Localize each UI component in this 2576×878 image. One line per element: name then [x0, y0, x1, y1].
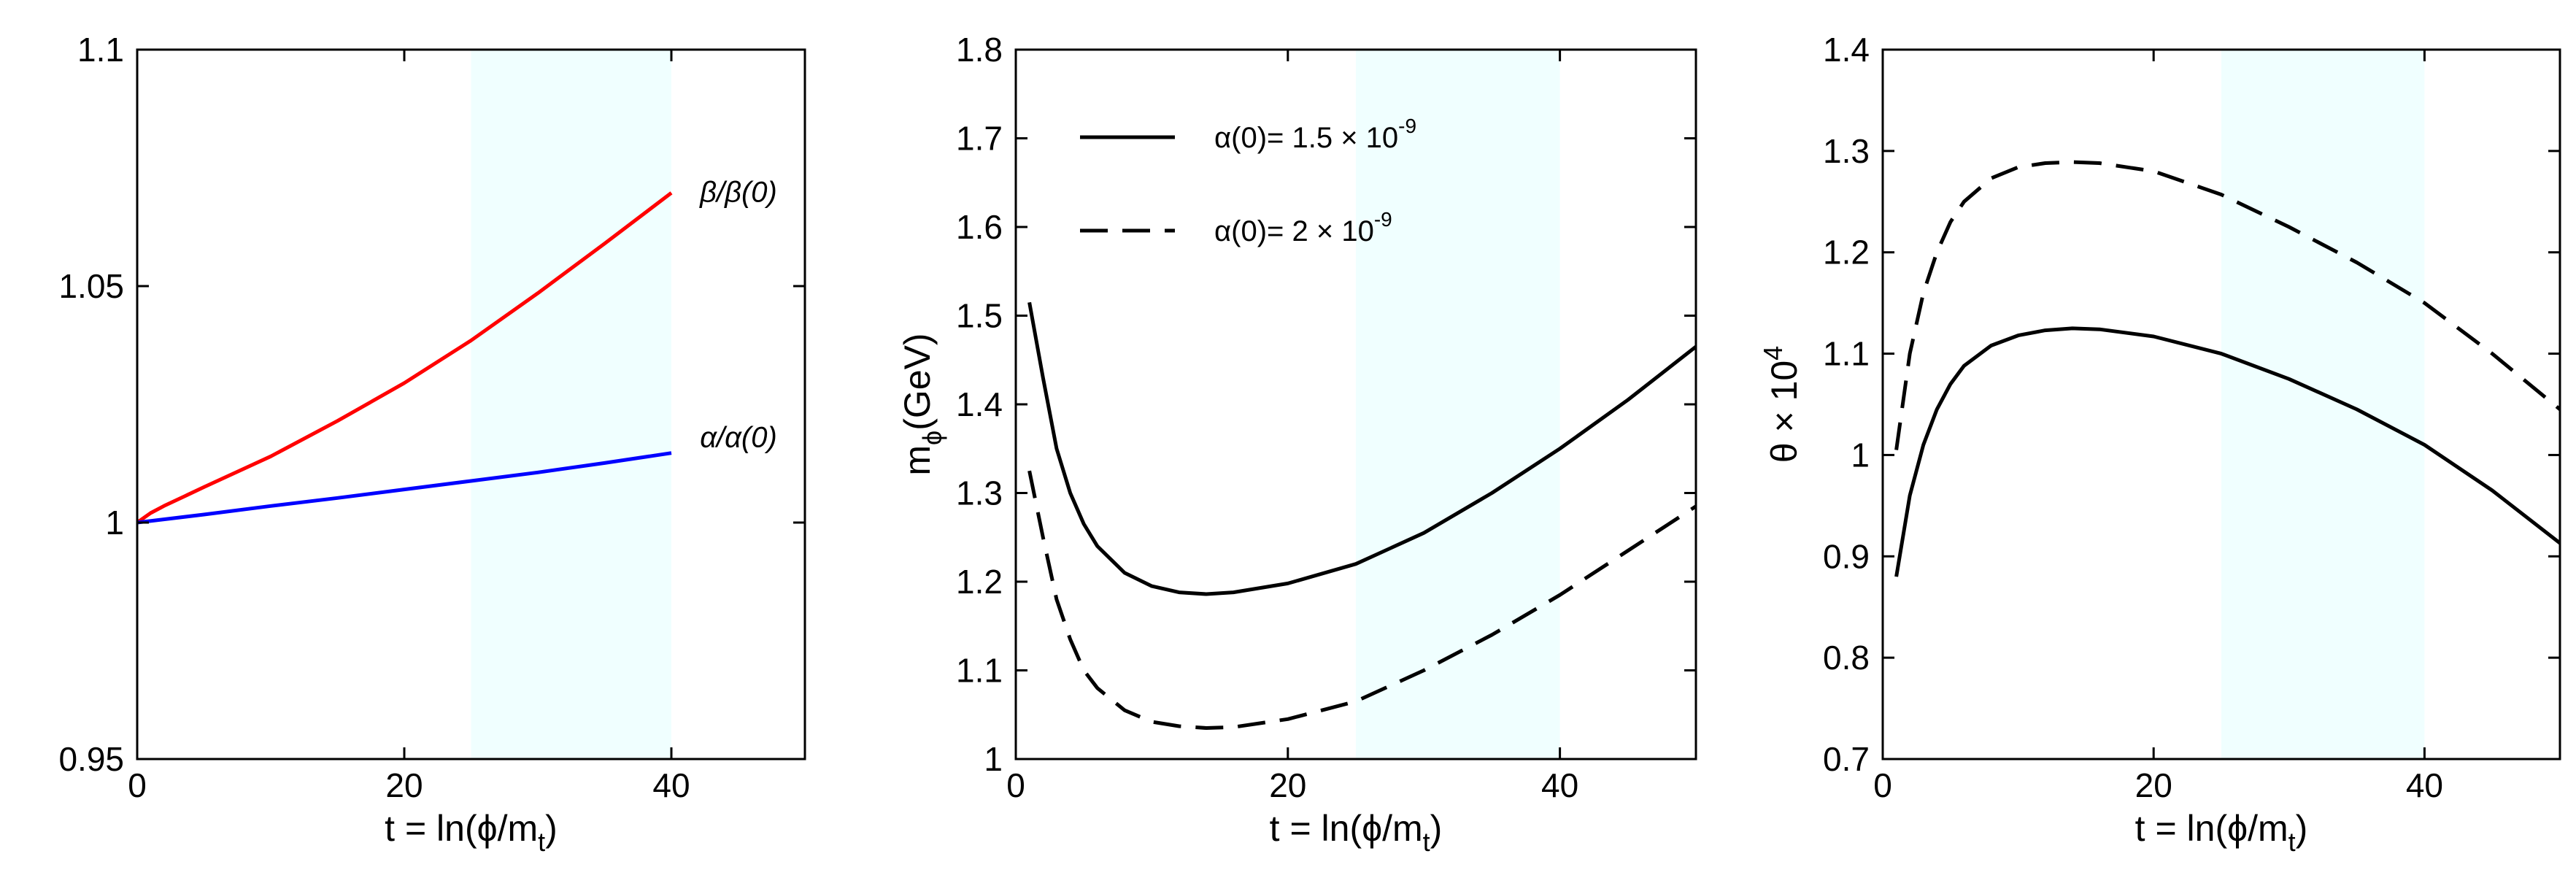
y-tick-label: 0.8: [1823, 639, 1870, 677]
y-tick-label: 1.1: [77, 31, 124, 69]
series-line-2: [1894, 160, 2560, 450]
series-line-1: [1894, 326, 2560, 577]
y-tick-label: 1.1: [956, 652, 1003, 690]
y-tick-label: 0.95: [58, 740, 124, 778]
series-label-2: α/α(0): [700, 422, 777, 454]
y-axis-label: θ × 104: [1758, 346, 1805, 463]
x-tick-label: 40: [2406, 766, 2443, 804]
shaded-region: [1356, 50, 1560, 759]
series-line-2: [137, 451, 672, 525]
shaded-region: [2221, 50, 2425, 759]
y-tick-label: 1.2: [1823, 234, 1870, 272]
x-tick-label: 40: [652, 766, 690, 804]
x-tick-label: 0: [1873, 766, 1892, 804]
y-tick-label: 1.7: [956, 120, 1003, 158]
y-tick-label: 1.05: [58, 267, 124, 305]
chart-panel-2: 0 20 40 1 1.1 1.2 1.3 1.4 1.5 1.6 1.7 1.8 t = ln(ϕ/m…: [897, 31, 1697, 857]
y-axis-label: mϕ(GeV): [897, 333, 947, 475]
axes-frame: [136, 48, 806, 760]
x-axis-label: t = ln(ϕ/mt): [385, 808, 558, 857]
y-tick-label: 1.3: [1823, 132, 1870, 170]
x-tick-label: 0: [1006, 766, 1025, 804]
x-axis-label: t = ln(ϕ/mt): [2135, 808, 2308, 857]
legend: α(0)= 1.5 × 10-9 α(0)= 2 × 10-9: [1080, 115, 1416, 247]
x-tick-label: 0: [128, 766, 147, 804]
y-tick-label: 1.5: [956, 297, 1003, 335]
legend-label-1: α(0)= 1.5 × 10-9: [1214, 115, 1416, 154]
x-tick-label: 20: [2135, 766, 2172, 804]
x-tick-label: 40: [1541, 766, 1578, 804]
legend-label-2: α(0)= 2 × 10-9: [1214, 208, 1392, 247]
series-label-1: β/β(0): [699, 176, 777, 208]
axes-frame: [1881, 48, 2561, 760]
y-tick-label: 1.3: [956, 474, 1003, 512]
series-line-1: [1027, 301, 1696, 596]
y-tick-label: 1.4: [1823, 31, 1870, 69]
y-tick-label: 1.1: [1823, 335, 1870, 373]
chart-panel-1: 0 20 40 0.95 1 1.05 1.1 t = ln(ϕ/mt) β/β(0) α/α(0…: [58, 31, 806, 857]
y-tick-label: 1: [105, 504, 124, 542]
x-axis-label: t = ln(ϕ/mt): [1270, 808, 1443, 857]
y-tick-label: 1.4: [956, 385, 1003, 423]
shaded-region: [471, 50, 671, 759]
y-tick-label: 0.7: [1823, 740, 1870, 778]
y-tick-label: 1: [1851, 436, 1870, 474]
y-tick-label: 0.9: [1823, 537, 1870, 575]
x-tick-label: 20: [1269, 766, 1306, 804]
y-tick-label: 1: [984, 740, 1003, 778]
y-tick-label: 1.6: [956, 208, 1003, 246]
x-tick-label: 20: [385, 766, 423, 804]
y-tick-label: 1.8: [956, 31, 1003, 69]
y-tick-label: 1.2: [956, 563, 1003, 601]
series-line-1: [137, 191, 673, 525]
chart-panel-3: 0 20 40 0.7 0.8 0.9 1 1.1 1.2 1.3 1.4 t = ln(ϕ/mt) θ…: [1758, 31, 2561, 857]
